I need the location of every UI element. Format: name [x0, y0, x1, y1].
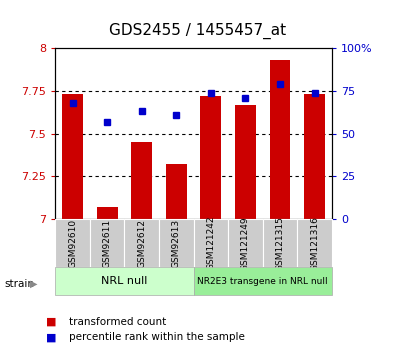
Bar [194, 267, 332, 295]
Bar [263, 219, 297, 267]
Text: ▶: ▶ [30, 279, 37, 288]
Text: GSM92613: GSM92613 [172, 219, 181, 268]
Text: GSM92611: GSM92611 [103, 219, 112, 268]
Bar [62, 95, 83, 219]
Bar [201, 96, 221, 219]
Text: GSM121249: GSM121249 [241, 216, 250, 270]
Bar [228, 219, 263, 267]
Text: GDS2455 / 1455457_at: GDS2455 / 1455457_at [109, 22, 286, 39]
Bar [166, 165, 187, 219]
Text: NRL null: NRL null [101, 276, 148, 286]
Text: GSM121242: GSM121242 [206, 216, 215, 270]
Bar [55, 267, 194, 295]
Bar [97, 207, 118, 219]
Text: strain: strain [4, 279, 34, 288]
Text: GSM121316: GSM121316 [310, 216, 319, 271]
Text: percentile rank within the sample: percentile rank within the sample [69, 333, 245, 342]
Bar [131, 142, 152, 219]
Bar [297, 219, 332, 267]
Bar [55, 219, 90, 267]
Text: ■: ■ [46, 317, 56, 326]
Text: GSM121315: GSM121315 [275, 216, 284, 271]
Bar [124, 219, 159, 267]
Bar [159, 219, 194, 267]
Text: transformed count: transformed count [69, 317, 166, 326]
Bar [194, 219, 228, 267]
Bar [235, 105, 256, 219]
Bar [90, 219, 124, 267]
Text: GSM92610: GSM92610 [68, 219, 77, 268]
Bar [304, 95, 325, 219]
Bar [269, 60, 290, 219]
Text: NR2E3 transgene in NRL null: NR2E3 transgene in NRL null [198, 277, 328, 286]
Text: GSM92612: GSM92612 [137, 219, 146, 268]
Text: ■: ■ [46, 333, 56, 342]
